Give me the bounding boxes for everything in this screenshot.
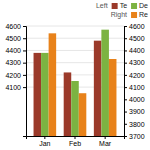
tick-label: 4600 [5, 23, 21, 30]
tick: Jan [39, 136, 50, 147]
legend-swatch [131, 12, 137, 18]
tick-mark [75, 136, 76, 139]
chart: Jan Feb Mar 4100 4200 4300 4400 4500 4600 3700 380… [0, 0, 150, 150]
bar [71, 81, 79, 136]
tick-label: Mar [99, 140, 112, 147]
tick: 4600 [124, 23, 145, 30]
tick: 4100 [5, 84, 26, 91]
axis-line [27, 137, 125, 140]
tick-mark [105, 136, 106, 139]
legend-label: Te [120, 2, 128, 9]
tick: Mar [99, 136, 112, 147]
tick-label: 4200 [5, 72, 21, 79]
tick-mark [44, 136, 45, 139]
tick-label: 4000 [129, 96, 145, 103]
tick: 4500 [5, 35, 26, 42]
bar [79, 93, 87, 136]
legend-row: Right Re [111, 11, 148, 19]
tick-label: 3900 [129, 108, 145, 115]
tick-label: 4200 [129, 72, 145, 79]
tick-label: 4400 [129, 47, 145, 54]
tick: 3700 [124, 133, 145, 140]
legend-title: Left [96, 2, 108, 9]
tick: 4100 [124, 84, 145, 91]
bar [94, 41, 102, 136]
bar [34, 53, 42, 136]
tick-mark [124, 26, 127, 27]
tick-label: 4400 [5, 47, 21, 54]
tick: 4200 [124, 72, 145, 79]
legend-swatch [112, 3, 118, 9]
tick-mark [124, 99, 127, 100]
tick-mark [124, 50, 127, 51]
tick-label: 4500 [5, 35, 21, 42]
tick-mark [124, 63, 127, 64]
tick-mark [23, 75, 26, 76]
tick: 4400 [124, 47, 145, 54]
legend-label: De [139, 2, 148, 9]
tick-label: 4300 [5, 59, 21, 66]
tick-label: Feb [69, 140, 81, 147]
tick-label: 4600 [129, 23, 145, 30]
tick: 3800 [124, 121, 145, 128]
tick-mark [23, 63, 26, 64]
x-axis: Jan Feb Mar [27, 136, 125, 147]
tick-label: 4300 [129, 59, 145, 66]
tick-label: 4500 [129, 35, 145, 42]
y-axis: 4100 4200 4300 4400 4500 4600 [5, 23, 26, 137]
grid-line [26, 26, 124, 27]
tick-mark [23, 87, 26, 88]
axis-line [23, 27, 27, 137]
tick-label: 4100 [5, 84, 21, 91]
bar [101, 30, 109, 136]
legend: Left Te De Right Re [96, 2, 148, 19]
tick-label: 3800 [129, 121, 145, 128]
tick-mark [124, 124, 127, 125]
tick-mark [124, 112, 127, 113]
tick: 4300 [124, 59, 145, 66]
legend-row: Left Te De [96, 2, 148, 9]
y2-axis: 3700 3800 3900 4000 4100 4200 4300 4400 4500 4600 [124, 23, 145, 140]
tick: Feb [69, 136, 81, 147]
tick-label: Jan [39, 140, 50, 147]
tick: 4300 [5, 59, 26, 66]
plot: Jan Feb Mar 4100 4200 4300 4400 4500 4600 3700 380… [5, 23, 144, 150]
tick: 4000 [124, 96, 145, 103]
bar [109, 59, 117, 136]
legend-swatch [131, 3, 137, 9]
tick: 4200 [5, 72, 26, 79]
tick-mark [23, 38, 26, 39]
tick: 4500 [124, 35, 145, 42]
bars [34, 30, 117, 136]
bar [49, 33, 57, 136]
tick-mark [124, 75, 127, 76]
tick-mark [23, 50, 26, 51]
tick-mark [124, 38, 127, 39]
tick-label: 3700 [129, 133, 145, 140]
bar [41, 53, 49, 136]
tick-mark [124, 136, 127, 137]
grid-line [26, 50, 124, 51]
tick: 3900 [124, 108, 145, 115]
tick-mark [23, 26, 26, 27]
legend-label: Re [139, 11, 148, 18]
tick-mark [124, 87, 127, 88]
bar [64, 72, 72, 136]
legend-title: Right [111, 11, 127, 19]
axis-line [125, 27, 128, 137]
grid-line [26, 38, 124, 39]
tick-label: 4100 [129, 84, 145, 91]
tick: 4600 [5, 23, 26, 30]
tick: 4400 [5, 47, 26, 54]
